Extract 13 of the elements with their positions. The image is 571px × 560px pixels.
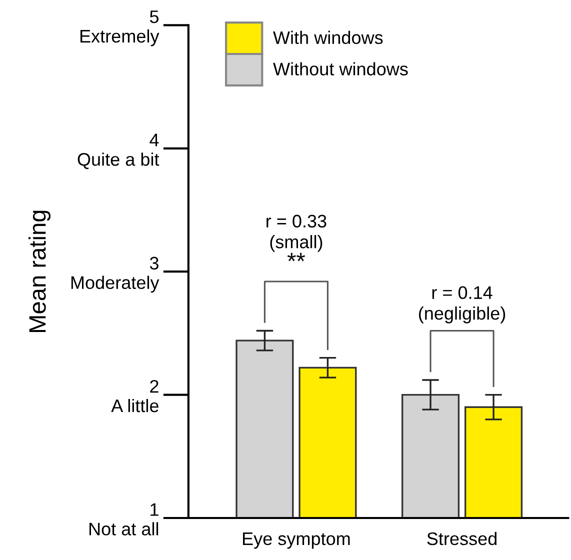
- x-tick-label: Eye symptom: [243, 532, 350, 549]
- y-tick-label: 3 Moderately: [71, 256, 160, 293]
- y-axis-title: Mean rating: [28, 210, 51, 332]
- y-tick-label: 2 A little: [111, 380, 158, 412]
- annotation: r = 0.14 (negligible): [418, 286, 506, 324]
- y-tick-label: 1 Not at all: [89, 503, 158, 536]
- x-tick-label: Stressed: [427, 532, 496, 546]
- legend-label: Without windows: [273, 62, 408, 76]
- annotation: **: [287, 252, 306, 262]
- y-tick-label: 4 Quite a bit: [78, 134, 160, 170]
- legend-label: With windows: [273, 30, 383, 44]
- annotation: r = 0.33 (small): [266, 214, 326, 252]
- y-tick-label: 5 Extremely: [80, 10, 160, 46]
